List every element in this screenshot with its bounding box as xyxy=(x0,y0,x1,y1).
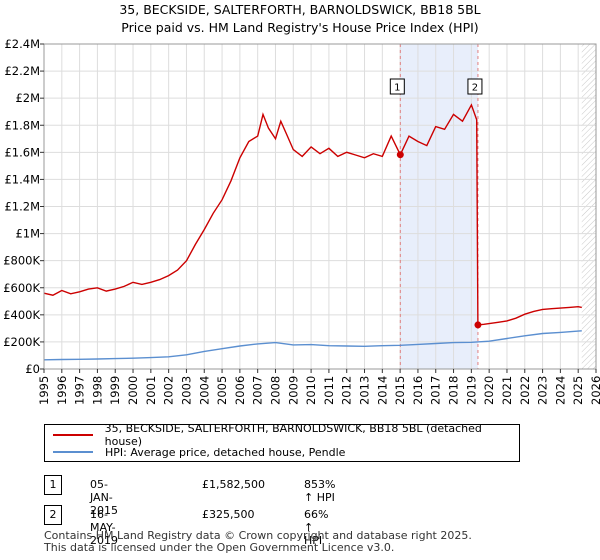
x-tick-label: 2012 xyxy=(340,376,354,405)
footer-line-1: Contains HM Land Registry data © Crown c… xyxy=(44,529,472,542)
x-tick-label: 2004 xyxy=(197,376,211,405)
y-tick-label: £200K xyxy=(3,335,40,349)
y-tick-label: £2.4M xyxy=(4,37,40,51)
x-tick-label: 1999 xyxy=(108,376,122,405)
y-tick-label: £1.8M xyxy=(4,118,40,132)
sale-number: 2 xyxy=(44,505,62,525)
x-tick-label: 2001 xyxy=(144,376,158,405)
footer: Contains HM Land Registry data © Crown c… xyxy=(44,530,472,554)
x-tick-label: 2018 xyxy=(447,376,461,405)
legend-item-property: 35, BECKSIDE, SALTERFORTH, BARNOLDSWICK,… xyxy=(53,422,519,448)
x-tick-label: 1996 xyxy=(55,376,69,405)
sale-price: £325,500 xyxy=(202,508,255,521)
x-tick-label: 2006 xyxy=(233,376,247,405)
sale-label-box xyxy=(467,78,483,95)
x-tick-label: 2015 xyxy=(393,376,407,405)
x-tick-label: 2000 xyxy=(126,376,140,405)
x-tick-label: 2003 xyxy=(179,376,193,405)
legend-swatch-hpi xyxy=(53,451,93,453)
legend-swatch-property xyxy=(53,434,93,436)
y-tick-label: £800K xyxy=(3,254,40,268)
sale-number: 1 xyxy=(44,475,62,495)
x-tick-label: 2025 xyxy=(571,376,585,405)
x-tick-label: 2010 xyxy=(304,376,318,405)
y-tick-label: £1.4M xyxy=(4,172,40,186)
sale-point xyxy=(396,151,404,159)
footer-line-2: This data is licensed under the Open Gov… xyxy=(44,541,395,554)
sale-point xyxy=(474,321,482,329)
sale-price: £1,582,500 xyxy=(202,478,265,491)
sale-hpi-change: 66% ↑ HPI xyxy=(304,508,329,547)
sale-date: 05-JAN-2015 xyxy=(90,478,118,517)
x-tick-label: 2020 xyxy=(482,376,496,405)
x-tick-label: 1998 xyxy=(90,376,104,405)
legend-label-hpi: HPI: Average price, detached house, Pend… xyxy=(105,445,346,459)
hpi-line xyxy=(43,330,582,361)
y-tick-label: £2M xyxy=(15,91,40,105)
property-price-line xyxy=(43,103,582,326)
y-tick-label: £1.2M xyxy=(4,200,40,214)
y-tick-label: £600K xyxy=(3,281,40,295)
sale-hpi-change: 853% ↑ HPI xyxy=(304,478,336,504)
chart-title: 35, BECKSIDE, SALTERFORTH, BARNOLDSWICK,… xyxy=(119,2,481,17)
x-tick-label: 2014 xyxy=(375,376,389,405)
chart-subtitle: Price paid vs. HM Land Registry's House … xyxy=(121,20,479,35)
y-tick-label: £1.6M xyxy=(4,145,40,159)
y-tick-label: £1M xyxy=(15,227,40,241)
x-tick-label: 1997 xyxy=(73,376,87,405)
sale-label-box xyxy=(389,78,405,95)
x-tick-label: 2026 xyxy=(589,376,600,405)
sale-label-text: 2 xyxy=(472,83,478,94)
x-tick-label: 2008 xyxy=(268,376,282,405)
x-tick-label: 2021 xyxy=(500,376,514,405)
legend-label-property: 35, BECKSIDE, SALTERFORTH, BARNOLDSWICK,… xyxy=(104,422,482,448)
x-tick-label: 2016 xyxy=(411,376,425,405)
x-tick-label: 1995 xyxy=(37,376,51,405)
legend: 35, BECKSIDE, SALTERFORTH, BARNOLDSWICK,… xyxy=(44,422,520,462)
legend-item-hpi: HPI: Average price, detached house, Pend… xyxy=(53,444,345,460)
x-tick-label: 2011 xyxy=(322,376,336,405)
sale-label-text: 1 xyxy=(394,83,400,94)
x-tick-label: 2023 xyxy=(536,376,550,405)
y-tick-label: £400K xyxy=(3,308,40,322)
x-tick-label: 2009 xyxy=(286,376,300,405)
x-tick-label: 2017 xyxy=(429,376,443,405)
x-tick-label: 2007 xyxy=(251,376,265,405)
price-chart: 1 2 £0 £200K £400K £600K £800K £1M £1.2M £1.4M £1.… xyxy=(3,37,600,405)
y-tick-label: £2.2M xyxy=(4,64,40,78)
x-tick-label: 2024 xyxy=(553,376,567,405)
y-tick-label: £0 xyxy=(25,362,40,376)
x-tick-label: 2013 xyxy=(358,376,372,405)
x-tick-label: 2005 xyxy=(215,376,229,405)
x-tick-label: 2019 xyxy=(464,376,478,405)
x-tick-label: 2002 xyxy=(162,376,176,405)
sale-date: 16-MAY-2019 xyxy=(90,508,118,547)
x-tick-label: 2022 xyxy=(518,376,532,405)
